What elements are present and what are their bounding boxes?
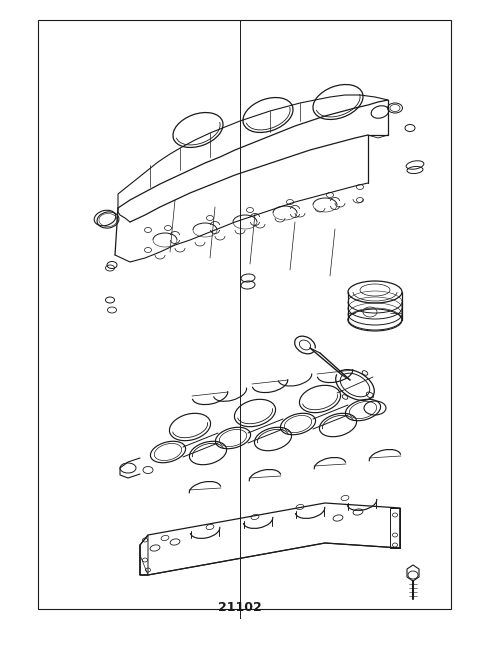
Text: 21102: 21102 (218, 601, 262, 614)
Bar (38, 20, 451, 609)
